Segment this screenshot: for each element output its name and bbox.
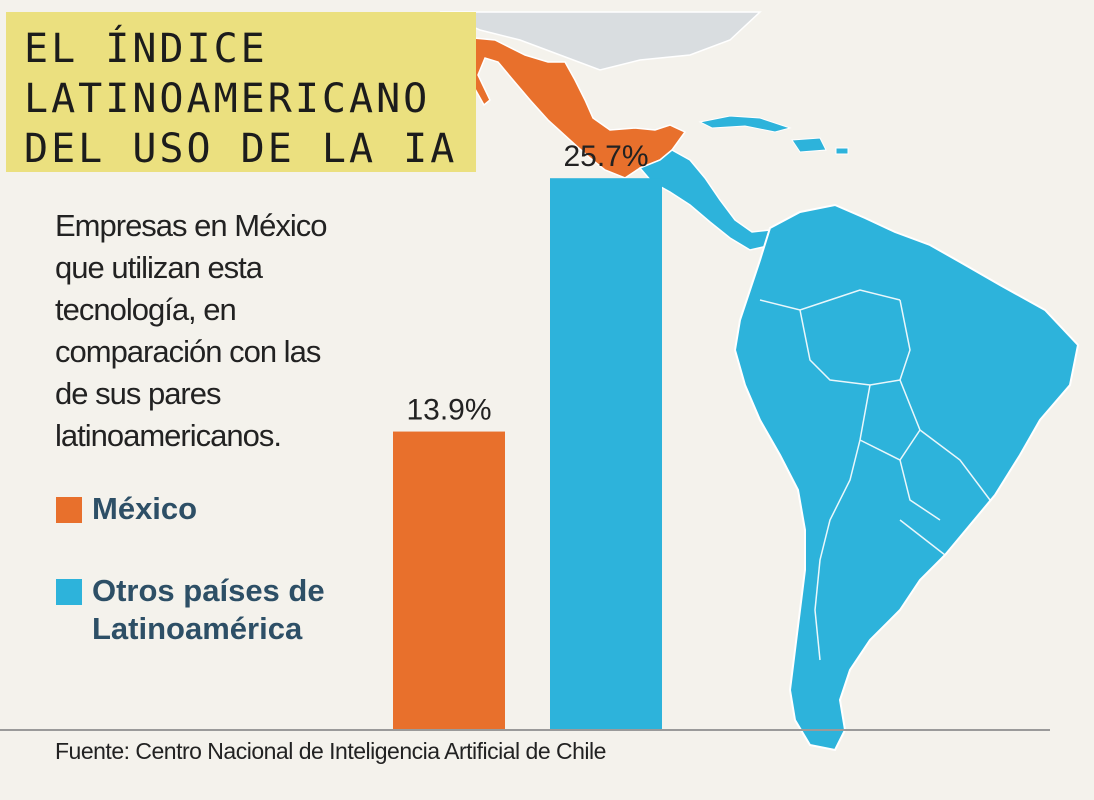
chart-description: Empresas en México que utilizan esta tec… [55, 208, 327, 453]
country-borders [759, 289, 991, 661]
title-box: EL ÍNDICE LATINOAMERICANO DEL USO DE LA … [6, 12, 476, 172]
legend-label-mexico: México [92, 491, 198, 526]
south-america-shape [733, 203, 1080, 752]
data-label-mexico: 13.9% [406, 394, 491, 427]
north-america-land [439, 11, 762, 71]
legend-swatch-mexico [56, 497, 82, 523]
data-label-others: 25.7% [563, 140, 648, 173]
puerto-rico-shape [835, 147, 849, 155]
bar-mexico [393, 431, 505, 730]
title-line-1: EL ÍNDICE [24, 26, 268, 72]
legend-swatch-others [56, 579, 82, 605]
title-line-3: DEL USO DE LA IA [24, 126, 458, 172]
hispaniola-shape [791, 137, 827, 153]
chart-baseline [0, 729, 1050, 731]
source-note: Fuente: Centro Nacional de Inteligencia … [55, 738, 606, 764]
legend-label-others: Otros países de Latinoamérica [92, 573, 325, 646]
title-line-2: LATINOAMERICANO [24, 76, 431, 122]
bar-others [550, 178, 662, 731]
legend-item-mexico: México [56, 490, 197, 528]
cuba-shape [698, 115, 792, 133]
legend-item-others: Otros países de Latinoamérica [56, 572, 336, 648]
